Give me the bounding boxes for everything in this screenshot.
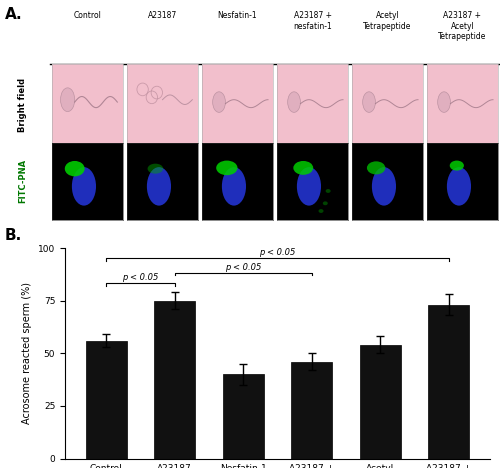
Ellipse shape — [450, 161, 464, 170]
Text: A23187 +
Acetyl
Tetrapeptide: A23187 + Acetyl Tetrapeptide — [438, 11, 486, 41]
Ellipse shape — [60, 88, 74, 111]
Text: p < 0.05: p < 0.05 — [225, 263, 262, 272]
Ellipse shape — [288, 92, 300, 112]
Ellipse shape — [65, 161, 84, 176]
Bar — [428, 305, 470, 459]
Text: Control: Control — [74, 11, 102, 20]
Ellipse shape — [297, 167, 321, 205]
Ellipse shape — [447, 167, 471, 205]
Bar — [222, 374, 264, 459]
Bar — [291, 362, 333, 459]
Ellipse shape — [294, 161, 313, 175]
Text: Nesfatin-1: Nesfatin-1 — [218, 11, 258, 20]
Ellipse shape — [367, 161, 386, 175]
Ellipse shape — [326, 189, 330, 193]
Text: p < 0.05: p < 0.05 — [260, 248, 296, 257]
Ellipse shape — [438, 92, 450, 112]
Ellipse shape — [147, 167, 171, 205]
Ellipse shape — [372, 167, 396, 205]
Ellipse shape — [148, 164, 163, 174]
Text: A.: A. — [5, 7, 22, 22]
Ellipse shape — [216, 161, 238, 175]
Text: A23187: A23187 — [148, 11, 177, 20]
Bar — [154, 300, 195, 459]
Bar — [360, 345, 401, 459]
Text: p < 0.05: p < 0.05 — [122, 273, 158, 282]
Ellipse shape — [362, 92, 376, 112]
Ellipse shape — [212, 92, 226, 112]
Ellipse shape — [318, 209, 324, 213]
Ellipse shape — [222, 167, 246, 205]
Bar — [86, 341, 126, 459]
Ellipse shape — [72, 167, 96, 205]
Y-axis label: Acrosome reacted sperm (%): Acrosome reacted sperm (%) — [22, 282, 32, 424]
Text: FITC-PNA: FITC-PNA — [18, 159, 27, 203]
Text: A23187 +
nesfatin-1: A23187 + nesfatin-1 — [293, 11, 332, 31]
Text: Bright field: Bright field — [18, 78, 27, 132]
Text: Acetyl
Tetrapeptide: Acetyl Tetrapeptide — [364, 11, 412, 31]
Ellipse shape — [323, 201, 328, 205]
Text: B.: B. — [5, 228, 22, 243]
